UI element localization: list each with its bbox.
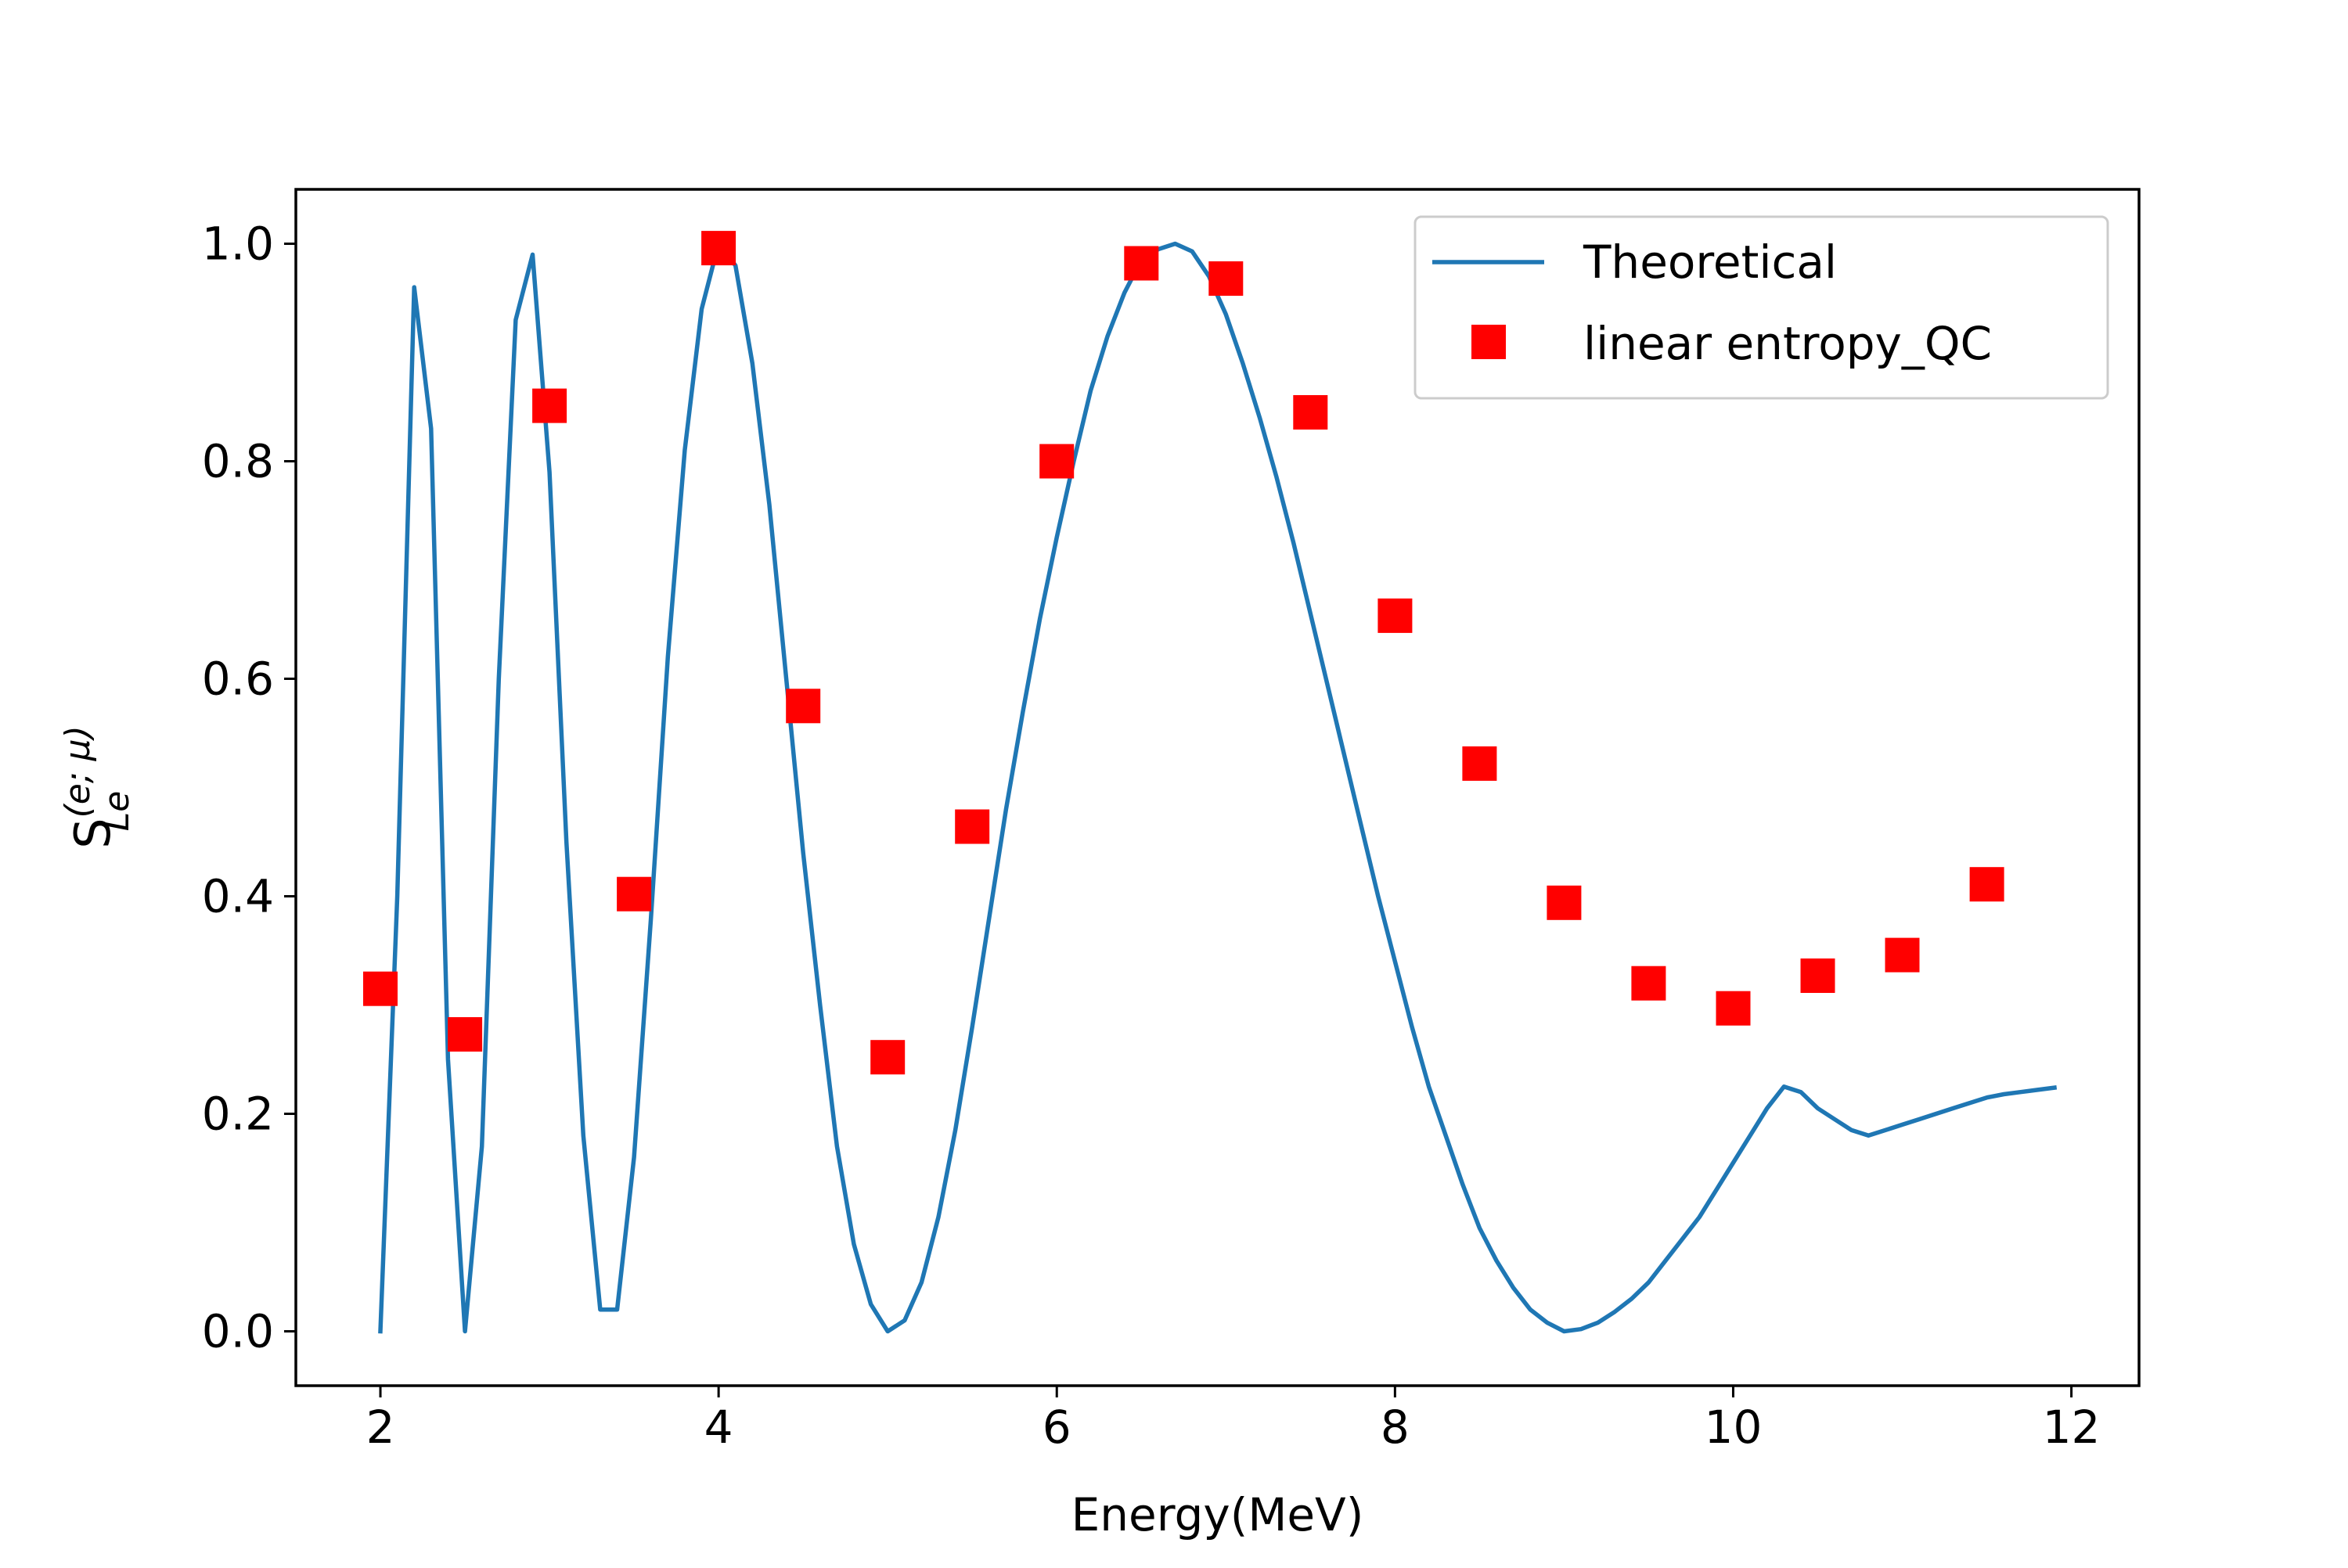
scatter-point xyxy=(701,231,736,266)
y-tick-label: 0.6 xyxy=(202,653,274,706)
legend-label-linear-entropy: linear entropy_QC xyxy=(1583,317,1992,370)
x-tick-label: 2 xyxy=(366,1401,395,1454)
plot-area xyxy=(363,231,2058,1334)
scatter-point xyxy=(532,388,567,423)
x-tick-label: 4 xyxy=(704,1401,733,1454)
scatter-point xyxy=(1293,395,1328,430)
series-line-theoretical xyxy=(378,241,2058,1334)
scatter-point xyxy=(1039,444,1075,479)
scatter-point xyxy=(870,1040,906,1075)
y-tick-label: 1.0 xyxy=(202,218,274,271)
x-axis-label: Energy(MeV) xyxy=(1071,1488,1364,1541)
y-tick-label: 0.2 xyxy=(202,1088,274,1141)
scatter-point xyxy=(448,1017,483,1052)
x-tick-label: 6 xyxy=(1043,1401,1071,1454)
scatter-point xyxy=(786,689,821,724)
scatter-point xyxy=(1462,746,1497,781)
scatter-point xyxy=(1631,966,1666,1001)
data-group xyxy=(363,231,2058,1334)
y-axis-label-sup: (e; μ) xyxy=(58,725,98,818)
y-tick-label: 0.8 xyxy=(202,435,274,488)
scatter-point xyxy=(1969,867,2004,902)
y-axis-label-sub: Le xyxy=(97,791,137,832)
legend: Theoretical linear entropy_QC xyxy=(1413,215,2109,400)
scatter-point xyxy=(1208,261,1244,296)
scatter-point xyxy=(1716,991,1751,1026)
scatter-point xyxy=(1124,246,1159,281)
scatter-point xyxy=(1377,598,1413,633)
scatter-point xyxy=(363,971,398,1006)
axes: 2 4 6 8 10 12 0.0 0.2 0.4 0.6 0.8 1.0 Energy(MeV) S(e… xyxy=(58,188,2141,1541)
y-axis-label-base: S xyxy=(64,818,121,848)
x-tick-label: 10 xyxy=(1705,1401,1763,1454)
scatter-point xyxy=(1885,937,1920,973)
x-tick-label: 12 xyxy=(2043,1401,2101,1454)
axes-frame xyxy=(294,188,2141,1387)
scatter-point xyxy=(955,809,990,844)
y-tick-label: 0.0 xyxy=(202,1305,274,1358)
legend-label-theoretical: Theoretical xyxy=(1583,236,1837,289)
x-tick-label: 8 xyxy=(1381,1401,1410,1454)
y-axis-label: S(e; μ)Le xyxy=(58,725,137,849)
legend-marker-swatch xyxy=(1471,325,1506,359)
y-tick-label: 0.4 xyxy=(202,870,274,923)
scatter-point xyxy=(617,876,652,912)
legend-box xyxy=(1413,215,2109,400)
scatter-point xyxy=(1800,958,1835,993)
scatter-point xyxy=(1547,885,1582,920)
